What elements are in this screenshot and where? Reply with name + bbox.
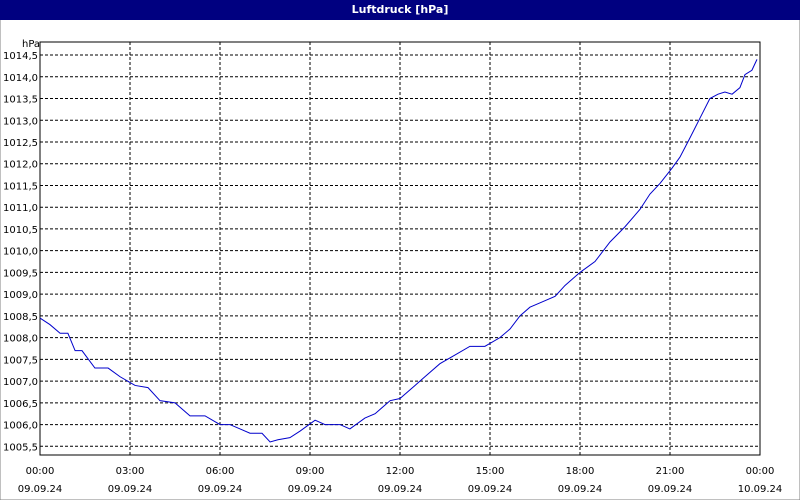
y-tick-label: 1011,5: [3, 181, 38, 192]
y-tick-label: 1007,5: [3, 355, 38, 366]
x-tick-label: 06:00: [206, 466, 235, 477]
x-tick-label: 21:00: [656, 466, 685, 477]
y-tick-label: 1006,0: [3, 421, 38, 432]
y-tick-label: 1011,0: [3, 203, 38, 214]
x-tick-label: 00:00: [26, 466, 55, 477]
y-tick-label: 1010,0: [3, 247, 38, 258]
x-tick-sublabel: 09.09.24: [108, 484, 153, 495]
y-tick-label: 1010,5: [3, 225, 38, 236]
y-tick-label: 1008,0: [3, 334, 38, 345]
x-tick-label: 15:00: [476, 466, 505, 477]
x-tick-label: 12:00: [386, 466, 415, 477]
title-bar: [0, 0, 800, 20]
chart-title: Luftdruck [hPa]: [352, 3, 449, 16]
y-tick-label: 1009,0: [3, 290, 38, 301]
x-tick-label: 18:00: [566, 466, 595, 477]
x-tick-sublabel: 09.09.24: [288, 484, 333, 495]
y-tick-label: 1012,5: [3, 138, 38, 149]
y-tick-label: 1013,0: [3, 116, 38, 127]
y-tick-label: 1008,5: [3, 312, 38, 323]
x-tick-label: 00:00: [746, 466, 775, 477]
y-tick-label: 1005,5: [3, 442, 38, 453]
x-tick-sublabel: 09.09.24: [18, 484, 63, 495]
y-tick-label: 1012,0: [3, 160, 38, 171]
plot-frame: [39, 41, 761, 456]
y-tick-label: 1014,0: [3, 73, 38, 84]
x-tick-sublabel: 09.09.24: [648, 484, 693, 495]
y-tick-label: 1007,0: [3, 377, 38, 388]
x-tick-sublabel: 09.09.24: [468, 484, 513, 495]
x-tick-label: 09:00: [296, 466, 325, 477]
x-tick-sublabel: 09.09.24: [378, 484, 423, 495]
x-tick-sublabel: 10.09.24: [738, 484, 783, 495]
y-tick-label: 1006,5: [3, 399, 38, 410]
y-tick-label: 1014,5: [3, 51, 38, 62]
x-tick-sublabel: 09.09.24: [198, 484, 243, 495]
y-unit-label: hPa: [22, 39, 40, 50]
x-tick-label: 03:00: [116, 466, 145, 477]
y-tick-label: 1013,5: [3, 95, 38, 106]
y-tick-label: 1009,5: [3, 268, 38, 279]
x-tick-sublabel: 09.09.24: [558, 484, 603, 495]
data-line: [39, 59, 758, 443]
